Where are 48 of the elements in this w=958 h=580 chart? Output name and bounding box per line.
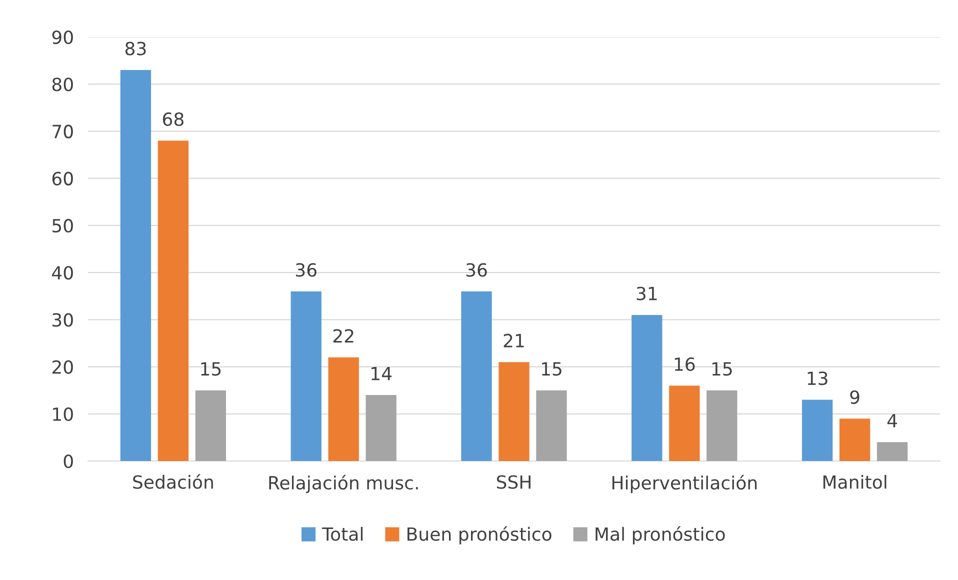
data-label: 9	[850, 390, 860, 404]
x-tick-label: Manitol	[823, 474, 886, 489]
data-label: 15	[542, 362, 562, 376]
data-label: 68	[162, 112, 184, 126]
data-label: 14	[372, 367, 392, 380]
bar	[632, 314, 662, 461]
bar	[195, 390, 226, 461]
data-label: 36	[296, 263, 316, 277]
y-tick-label: 80	[52, 78, 73, 92]
y-tick-label: 30	[52, 313, 73, 327]
legend-label: Buen pronóstico	[408, 526, 552, 544]
y-tick-label: 50	[52, 218, 73, 233]
y-tick-label: 40	[52, 266, 73, 280]
data-label: 13	[808, 371, 828, 386]
data-label: 36	[466, 263, 487, 277]
bar	[120, 70, 152, 461]
y-tick-label: 90	[52, 30, 73, 44]
bar	[839, 418, 870, 461]
x-tick-label: Relajación musc.	[269, 474, 418, 494]
x-tick-label: SSH	[496, 475, 530, 489]
bar	[876, 442, 908, 461]
y-tick-label: 70	[52, 124, 73, 138]
x-tick-label: Sedación	[133, 474, 213, 489]
data-label: 22	[333, 329, 354, 342]
bar	[802, 400, 833, 461]
bar	[158, 140, 189, 461]
data-label: 15	[201, 362, 221, 376]
data-label: 15	[712, 362, 732, 376]
x-tick-label: Hiperventilación	[612, 474, 757, 494]
bar	[328, 357, 359, 461]
bar	[290, 291, 322, 461]
y-tick-label: 0	[64, 454, 73, 468]
bar	[498, 362, 530, 461]
bar	[536, 390, 567, 461]
data-label: 16	[674, 357, 695, 372]
bar	[461, 291, 492, 461]
data-label: 21	[504, 334, 524, 348]
legend-label: Total	[322, 526, 363, 541]
data-label: 83	[125, 42, 146, 56]
legend-label: Mal pronóstico	[596, 526, 725, 544]
data-label: 31	[636, 286, 657, 300]
data-label: 4	[887, 414, 898, 428]
y-tick-label: 10	[53, 407, 73, 422]
bar	[706, 390, 738, 461]
bar	[366, 395, 396, 461]
y-tick-label: 60	[52, 172, 73, 186]
y-tick-label: 20	[52, 360, 73, 374]
bar	[669, 386, 700, 461]
